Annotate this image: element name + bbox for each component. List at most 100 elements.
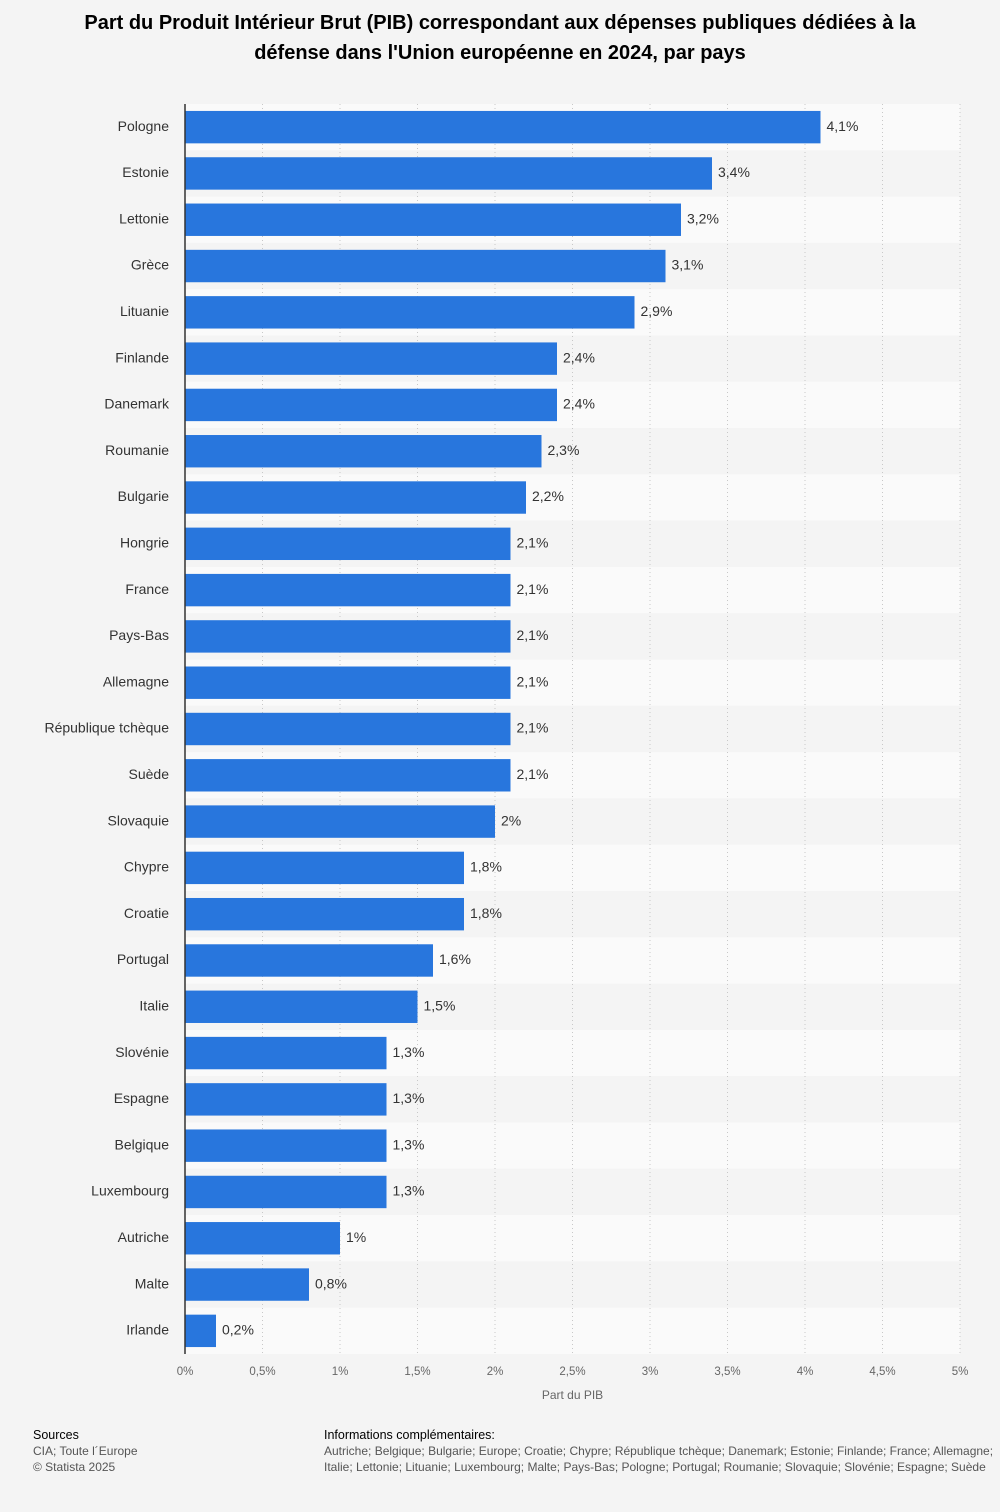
value-label: 1,3% xyxy=(393,1183,425,1199)
bar xyxy=(185,342,557,375)
bar xyxy=(185,944,433,977)
y-tick-label: Pays-Bas xyxy=(109,627,169,643)
x-tick-label: 0,5% xyxy=(249,1366,275,1378)
x-tick-label: 4,5% xyxy=(869,1366,895,1378)
value-label: 2,1% xyxy=(517,766,549,782)
bar xyxy=(185,666,511,699)
value-label: 0,2% xyxy=(222,1322,254,1338)
y-tick-label: Suède xyxy=(129,766,170,782)
sources: Sources CIA; Toute l´Europe © Statista 2… xyxy=(33,1427,138,1475)
bar xyxy=(185,573,511,607)
bar xyxy=(185,157,712,190)
y-tick-label: Hongrie xyxy=(120,535,169,551)
x-axis-label: Part du PIB xyxy=(542,1388,603,1402)
bar xyxy=(185,527,511,561)
value-label: 2% xyxy=(501,812,521,828)
value-label: 1,6% xyxy=(439,951,471,967)
value-label: 1% xyxy=(346,1229,366,1245)
y-tick-label: Malte xyxy=(135,1275,169,1291)
bar xyxy=(185,897,464,931)
value-label: 1,8% xyxy=(470,905,502,921)
y-tick-label: Espagne xyxy=(114,1090,169,1106)
value-label: 4,1% xyxy=(827,118,859,134)
x-tick-label: 3% xyxy=(642,1366,659,1378)
bar xyxy=(185,805,495,838)
value-label: 2,2% xyxy=(532,488,564,504)
bar xyxy=(185,1036,387,1070)
sources-title: Sources xyxy=(33,1428,79,1442)
y-tick-label: Roumanie xyxy=(105,442,169,458)
y-tick-label: Italie xyxy=(139,997,169,1013)
y-tick-label: Pologne xyxy=(118,118,170,134)
value-label: 3,4% xyxy=(718,164,750,180)
bar xyxy=(185,990,418,1023)
bar xyxy=(185,1175,387,1209)
y-tick-label: Slovaquie xyxy=(108,812,170,828)
y-tick-label: République tchèque xyxy=(44,720,169,736)
x-tick-label: 2% xyxy=(487,1366,504,1378)
bar xyxy=(185,296,635,329)
source-line: CIA; Toute l´Europe xyxy=(33,1444,138,1458)
info-line: Italie; Lettonie; Lituanie; Luxembourg; … xyxy=(324,1460,986,1474)
x-tick-label: 4% xyxy=(797,1366,814,1378)
y-tick-label: Chypre xyxy=(124,859,169,875)
bar xyxy=(185,110,821,144)
x-tick-label: 1% xyxy=(332,1366,349,1378)
row-stripe xyxy=(185,1307,960,1354)
y-tick-label: Danemark xyxy=(104,396,170,412)
value-label: 2,1% xyxy=(517,535,549,551)
y-tick-label: Bulgarie xyxy=(118,488,170,504)
value-label: 2,3% xyxy=(548,442,580,458)
value-label: 2,1% xyxy=(517,581,549,597)
bar xyxy=(185,1083,387,1116)
value-label: 1,3% xyxy=(393,1136,425,1152)
x-tick-label: 3,5% xyxy=(714,1366,740,1378)
value-label: 2,1% xyxy=(517,720,549,736)
bar xyxy=(185,481,526,514)
value-label: 1,5% xyxy=(424,997,456,1013)
bar xyxy=(185,851,464,885)
info-line: Autriche; Belgique; Bulgarie; Europe; Cr… xyxy=(324,1444,994,1458)
bar xyxy=(185,1129,387,1162)
bar xyxy=(185,1222,340,1255)
y-tick-label: Grèce xyxy=(131,257,169,273)
y-tick-label: Irlande xyxy=(126,1322,169,1338)
value-label: 2,4% xyxy=(563,349,595,365)
value-label: 1,8% xyxy=(470,859,502,875)
y-tick-label: Portugal xyxy=(117,951,169,967)
y-tick-label: Lettonie xyxy=(119,210,169,226)
y-tick-label: Croatie xyxy=(124,905,169,921)
x-tick-label: 0% xyxy=(177,1366,194,1378)
value-label: 2,9% xyxy=(641,303,673,319)
x-tick-label: 5% xyxy=(952,1366,969,1378)
info-title: Informations complémentaires: xyxy=(324,1428,495,1442)
y-tick-label: Belgique xyxy=(115,1136,170,1152)
value-label: 2,4% xyxy=(563,396,595,412)
y-tick-label: Autriche xyxy=(118,1229,170,1245)
bar xyxy=(185,435,542,468)
chart-title: Part du Produit Intérieur Brut (PIB) cor… xyxy=(84,12,916,64)
x-tick-label: 1,5% xyxy=(404,1366,430,1378)
source-line: © Statista 2025 xyxy=(33,1460,116,1474)
bar xyxy=(185,1268,309,1301)
y-tick-label: Lituanie xyxy=(120,303,169,319)
y-tick-label: Slovénie xyxy=(115,1044,169,1060)
y-tick-label: France xyxy=(125,581,169,597)
chart: 0% 0,5% 1% 1,5% 2% 2,5% 3% 3,5% 4% 4,5% 5% Part du … xyxy=(44,104,969,1402)
y-tick-label: Estonie xyxy=(122,164,169,180)
x-tick-label: 2,5% xyxy=(559,1366,585,1378)
value-label: 3,1% xyxy=(672,257,704,273)
value-label: 3,2% xyxy=(687,210,719,226)
bar xyxy=(185,249,666,283)
bar xyxy=(185,620,511,653)
bar xyxy=(185,712,511,746)
value-label: 1,3% xyxy=(393,1090,425,1106)
bar xyxy=(185,388,557,422)
y-tick-label: Finlande xyxy=(115,349,169,365)
bar xyxy=(185,1314,216,1348)
value-label: 1,3% xyxy=(393,1044,425,1060)
value-label: 2,1% xyxy=(517,627,549,643)
info: Informations complémentaires: Autriche; … xyxy=(324,1427,1000,1475)
y-tick-label: Luxembourg xyxy=(91,1183,169,1199)
